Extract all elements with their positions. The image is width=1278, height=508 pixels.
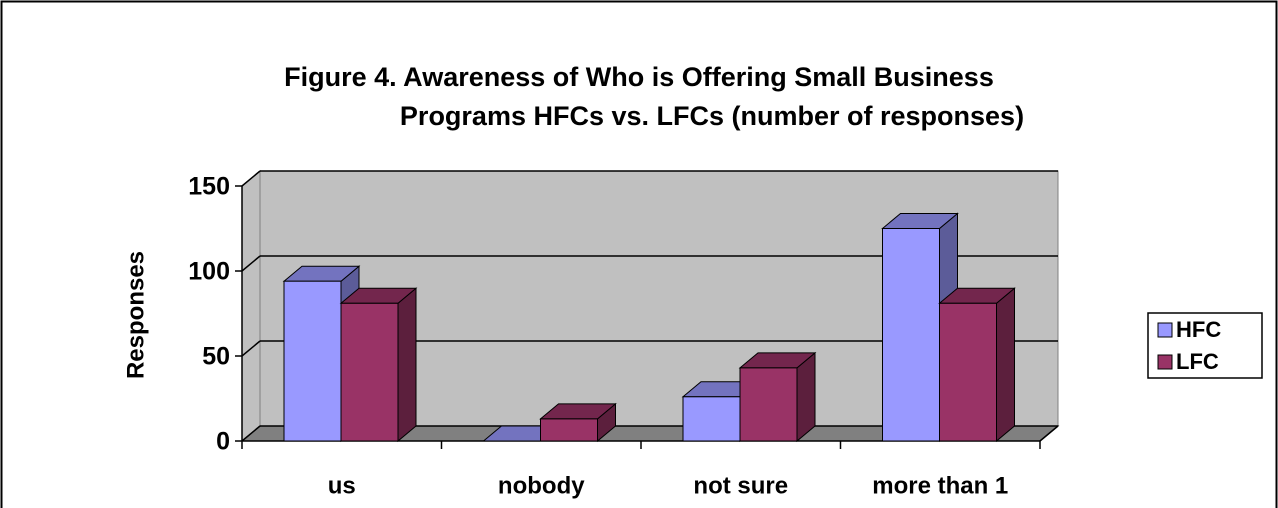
- bar-face: [939, 302, 997, 442]
- bar-face: [283, 280, 342, 442]
- bar-face: [682, 396, 741, 442]
- side-wall: [241, 169, 261, 443]
- bar-face: [996, 287, 1015, 443]
- bar-face: [340, 302, 399, 442]
- y-axis-label: Responses: [122, 251, 149, 379]
- y-tick-label: 150: [188, 173, 230, 201]
- legend-swatch: [1157, 354, 1173, 370]
- x-tick-label: nobody: [498, 472, 585, 499]
- bar: [938, 287, 1016, 443]
- y-tick-label: 50: [202, 343, 230, 371]
- grid-line: [241, 170, 261, 187]
- legend-label: LFC: [1176, 349, 1219, 374]
- bar: [539, 402, 617, 443]
- x-tick-label: more than 1: [872, 472, 1008, 499]
- legend-label: HFC: [1176, 317, 1221, 342]
- x-axis: [1039, 425, 1059, 442]
- chart-title: Programs HFCs vs. LFCs (number of respon…: [400, 101, 1024, 131]
- x-tick-label: us: [328, 472, 356, 499]
- grid-line: [241, 340, 261, 357]
- bar: [881, 212, 959, 443]
- bar-face: [739, 367, 798, 442]
- y-tick-label: 0: [216, 428, 230, 456]
- bar: [738, 351, 817, 443]
- chart-title: Figure 4. Awareness of Who is Offering S…: [284, 62, 994, 92]
- x-tick-label: not sure: [693, 472, 788, 499]
- legend-swatch: [1157, 322, 1173, 338]
- grid-line: [241, 255, 261, 272]
- y-tick-label: 100: [188, 258, 230, 286]
- bar-face: [882, 228, 940, 442]
- bar: [339, 287, 418, 443]
- bar-face: [397, 287, 417, 443]
- grid-line: [241, 425, 261, 442]
- bar-face: [540, 418, 598, 442]
